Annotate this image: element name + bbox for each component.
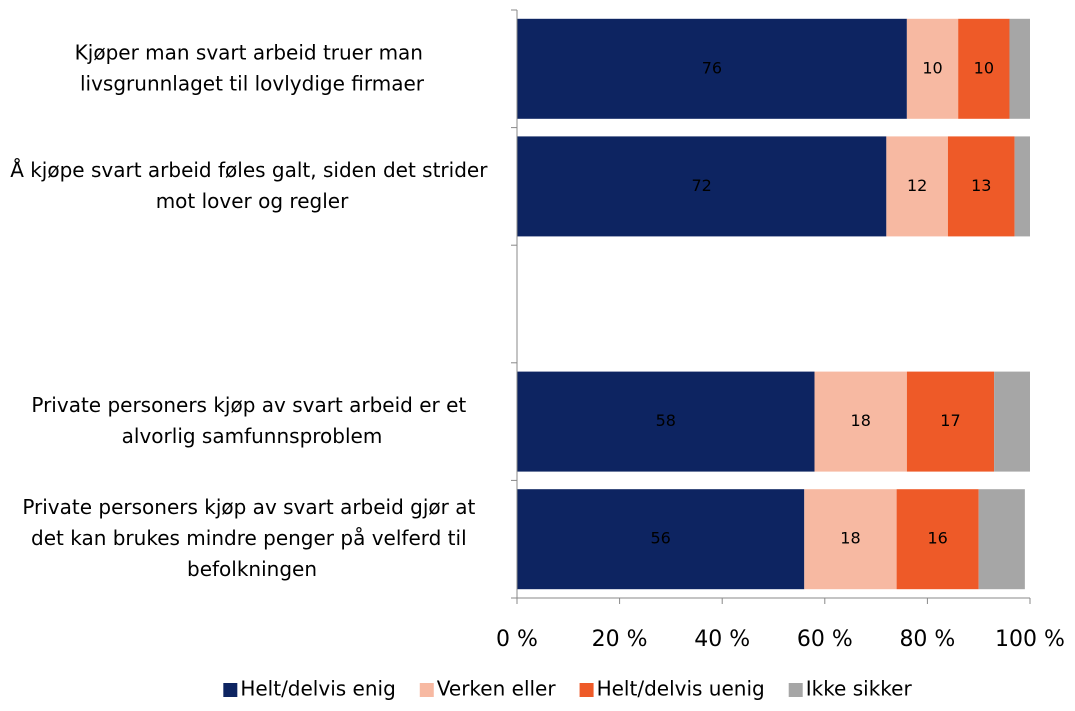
- data-label: 17: [940, 411, 960, 430]
- bar-segment: [517, 489, 805, 590]
- bar-segment: [804, 489, 897, 590]
- bar-segment: [896, 489, 979, 590]
- x-tick-label: 100 %: [995, 627, 1065, 652]
- data-label: 76: [702, 58, 722, 77]
- data-label: 72: [692, 176, 712, 195]
- legend-label: Helt/delvis enig: [240, 677, 395, 701]
- legend-label: Helt/delvis uenig: [597, 677, 765, 701]
- legend-swatch: [223, 683, 238, 697]
- bar-segment: [814, 371, 907, 472]
- bar-segment: [906, 18, 959, 119]
- data-label: 18: [851, 411, 871, 430]
- bar-segment: [947, 136, 1015, 237]
- data-label: 13: [971, 176, 991, 195]
- legend-swatch: [788, 683, 803, 697]
- data-label: 56: [650, 529, 670, 548]
- category-label: Kjøper man svart arbeid truer man livsgr…: [75, 40, 430, 95]
- data-label: 16: [927, 529, 947, 548]
- data-label: 18: [840, 529, 860, 548]
- bar-segment: [517, 371, 815, 472]
- bar-segment: [994, 371, 1030, 472]
- data-label: 58: [656, 411, 676, 430]
- x-tick-label: 0 %: [496, 627, 538, 652]
- x-tick-label: 40 %: [694, 627, 750, 652]
- bar-segment: [1014, 136, 1030, 237]
- x-tick-label: 20 %: [592, 627, 648, 652]
- bar-segment: [517, 136, 887, 237]
- bar-segment: [886, 136, 948, 237]
- legend-label: Ikke sikker: [806, 677, 913, 701]
- bar-segment: [958, 18, 1010, 119]
- category-label: Å kjøpe svart arbeid føles galt, siden d…: [10, 157, 494, 212]
- bar-segment: [517, 18, 907, 119]
- legend-swatch: [419, 683, 434, 697]
- legend: Helt/delvis enig Verken eller Helt/delvis …: [223, 677, 912, 701]
- category-label: Private personers kjøp av svart arbeid e…: [31, 393, 472, 448]
- data-label: 10: [974, 58, 994, 77]
- bar-segment: [1009, 18, 1030, 119]
- bar-segment: [978, 489, 1025, 590]
- x-tick-label: 80 %: [899, 627, 955, 652]
- data-label: 12: [907, 176, 927, 195]
- legend-label: Verken eller: [437, 677, 557, 701]
- bar-segment: [906, 371, 995, 472]
- category-label: Private personers kjøp av svart arbeid g…: [22, 495, 481, 581]
- data-label: 10: [922, 58, 942, 77]
- x-tick-label: 60 %: [797, 627, 853, 652]
- legend-swatch: [579, 683, 594, 697]
